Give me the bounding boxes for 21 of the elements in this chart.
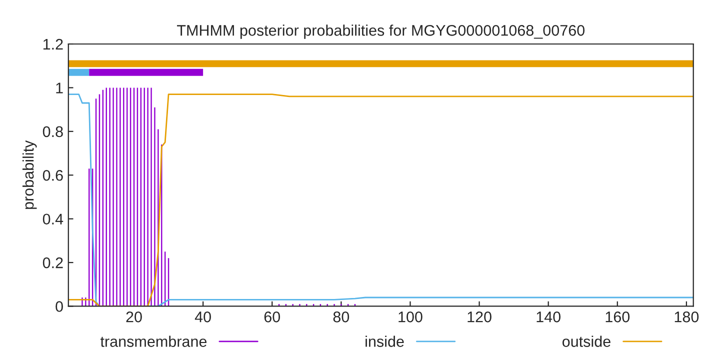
- y-tick-label: 0.4: [42, 214, 64, 225]
- x-tick-label: 160: [606, 312, 630, 322]
- y-tick-label: 0.2: [42, 257, 63, 268]
- x-tick-label: 180: [674, 312, 699, 322]
- x-tick-label: 140: [536, 312, 560, 322]
- x-tick-label: 60: [264, 312, 280, 322]
- legend-label: outside: [562, 336, 610, 347]
- y-tick-label: 0.8: [42, 126, 63, 138]
- y-tick-label: 0.6: [42, 170, 63, 181]
- x-tick-label: 80: [333, 312, 350, 322]
- y-axis-title: probability: [22, 140, 37, 209]
- y-tick-label: 1.2: [43, 38, 63, 50]
- y-tick-label: 0: [56, 301, 63, 312]
- x-tick-label: 100: [398, 312, 422, 322]
- legend-label: inside: [366, 336, 404, 347]
- x-tick-label: 40: [194, 312, 211, 322]
- x-tick-label: 20: [126, 312, 142, 322]
- legend-label: transmembrane: [100, 336, 207, 347]
- chart-title: TMHMM posterior probabilities for MGYG000001068_00760: [177, 24, 585, 39]
- x-tick-label: 120: [468, 312, 492, 322]
- y-tick-label: 1: [56, 82, 63, 94]
